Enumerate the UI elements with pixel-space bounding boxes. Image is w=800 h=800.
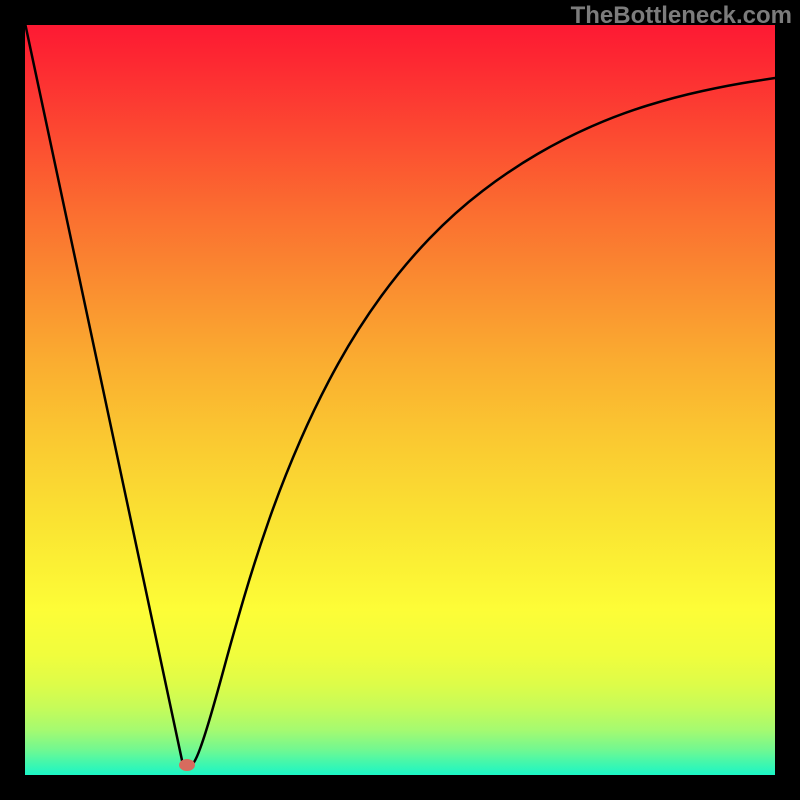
minimum-marker — [179, 759, 195, 771]
bottleneck-curve — [25, 23, 775, 767]
curve-layer — [0, 0, 800, 800]
chart-container: { "chart": { "type": "line", "canvas": {… — [0, 0, 800, 800]
